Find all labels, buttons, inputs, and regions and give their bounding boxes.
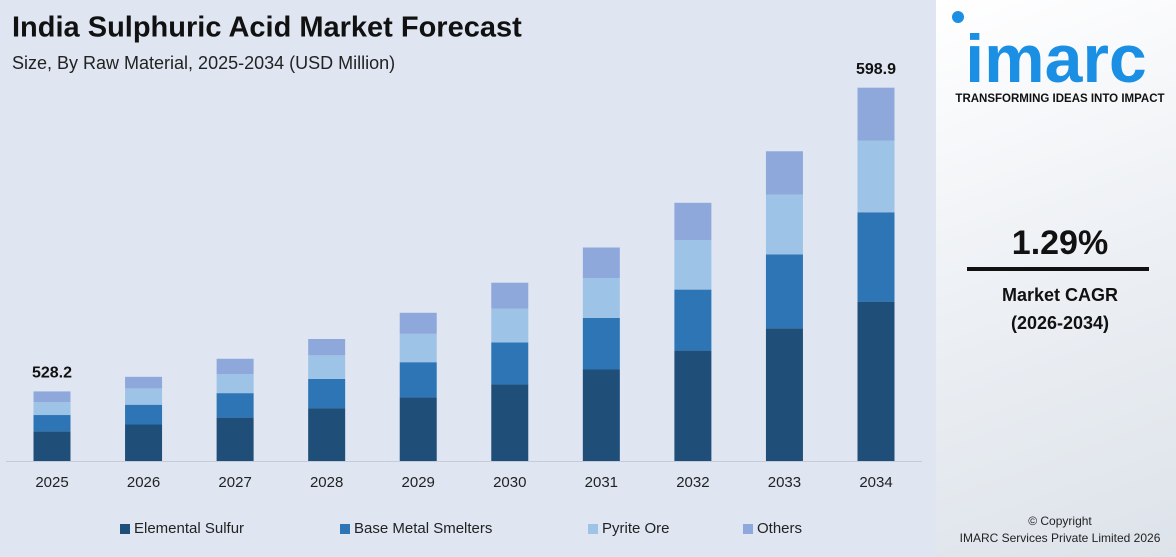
bar-segment [33,431,71,461]
bar-segment [491,384,529,461]
bar-segment [674,350,712,461]
bar-segment [582,277,620,318]
bar-segment [674,289,712,351]
tagline: TRANSFORMING IDEAS INTO IMPACT [955,93,1164,105]
bar-segment [216,374,254,394]
x-tick-label: 2026 [127,474,160,491]
cagr-period: (2026-2034) [1011,313,1109,333]
x-tick-label: 2029 [402,474,435,491]
x-tick-label: 2032 [676,474,709,491]
bar-segment [674,240,712,290]
bar-segment [308,408,346,461]
x-tick-label: 2031 [585,474,618,491]
bar-segment [582,247,620,278]
bar-segment [308,338,346,356]
x-tick-label: 2033 [768,474,801,491]
x-tick-label: 2025 [35,474,68,491]
bar-segment [582,317,620,370]
x-tick-label: 2034 [859,474,892,491]
company: IMARC Services Private Limited 2026 [960,531,1161,545]
bar-segment [857,87,895,141]
bar-segment [216,358,254,375]
logo: imarc [965,21,1146,97]
bar-segment [399,362,437,398]
legend-label: Others [757,520,802,537]
bar-segment [399,312,437,334]
cagr-label: Market CAGR [1002,285,1118,305]
legend-swatch [120,524,130,534]
x-tick-label: 2030 [493,474,526,491]
logo-dot [952,11,964,23]
total-label: 528.2 [32,365,72,382]
bar-segment [33,402,71,416]
bar-segment [765,254,803,329]
x-tick-label: 2028 [310,474,343,491]
bar-segment [33,415,71,432]
chart: India Sulphuric Acid Market Forecast Siz… [6,12,922,537]
bar-segment [674,202,712,241]
bar-segment [125,376,163,389]
legend-swatch [743,524,753,534]
chart-subtitle: Size, By Raw Material, 2025-2034 (USD Mi… [12,53,395,73]
sidebar: imarc TRANSFORMING IDEAS INTO IMPACT 1.2… [936,0,1176,557]
divider [967,267,1149,271]
bar-segment [582,369,620,461]
bar-segment [491,308,529,343]
legend-swatch [588,524,598,534]
bar-segment [125,388,163,405]
bar-segment [765,151,803,195]
bar-segment [125,404,163,425]
bar-segment [308,378,346,409]
legend-label: Pyrite Ore [602,520,670,537]
bar-segment [308,355,346,379]
bar-segment [491,342,529,385]
legend-label: Base Metal Smelters [354,520,492,537]
bar-segment [857,140,895,213]
bar-segment [399,397,437,461]
copyright: © Copyright [1028,514,1092,528]
cagr-value: 1.29% [1012,224,1108,262]
chart-title: India Sulphuric Acid Market Forecast [12,12,522,44]
bar-segment [491,282,529,309]
bar-segment [399,333,437,363]
bar-segment [216,417,254,461]
x-tick-label: 2027 [218,474,251,491]
legend-swatch [340,524,350,534]
bar-segment [33,391,71,403]
bar-segment [857,301,895,461]
bar-segment [216,393,254,418]
bar-segment [125,424,163,461]
sidebar-art: imarc TRANSFORMING IDEAS INTO IMPACT 1.2… [952,11,1165,545]
bar-segment [765,328,803,461]
legend-label: Elemental Sulfur [134,520,244,537]
bar-segment [857,212,895,302]
bar-segment [765,194,803,255]
total-label: 598.9 [856,61,896,78]
